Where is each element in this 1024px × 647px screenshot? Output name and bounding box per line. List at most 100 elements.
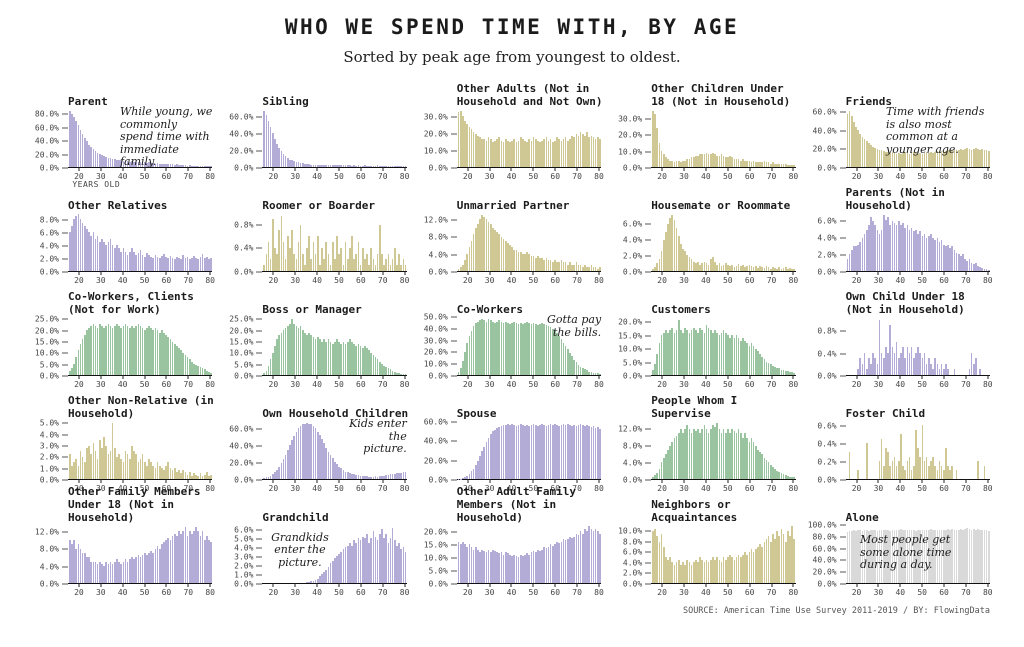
chart-cell: Other Adult Family Members (Not in House… xyxy=(423,485,604,598)
x-axis-tick-mark xyxy=(510,375,512,379)
y-axis-tick-label: 5.0% xyxy=(234,534,263,543)
x-axis: 20 30 40 50 60 70 80 xyxy=(846,479,993,494)
bar xyxy=(951,529,954,583)
bar xyxy=(86,557,88,583)
bar xyxy=(477,549,479,583)
bar xyxy=(479,320,481,375)
bar xyxy=(286,157,289,167)
x-axis-tick-label: 60 xyxy=(744,588,755,597)
y-axis-tick-mark xyxy=(645,167,652,169)
y-axis-tick-mark xyxy=(450,254,457,256)
bar xyxy=(791,476,793,479)
bar xyxy=(912,465,915,479)
bar xyxy=(90,235,93,271)
bar xyxy=(930,363,932,375)
bar xyxy=(684,429,686,479)
bar xyxy=(329,454,332,479)
bar xyxy=(554,140,556,167)
bar xyxy=(545,137,548,167)
bar xyxy=(342,469,345,479)
bar xyxy=(502,238,505,271)
bar xyxy=(383,475,385,479)
bar xyxy=(464,260,466,271)
bar xyxy=(936,363,939,375)
x-axis-tick-label: 80 xyxy=(399,276,410,285)
x-axis-tick-label: 40 xyxy=(506,276,517,285)
bar xyxy=(366,476,368,479)
x-axis-tick-mark xyxy=(316,583,318,587)
bar xyxy=(731,557,734,583)
bar xyxy=(321,574,323,583)
bar xyxy=(107,454,110,479)
bar xyxy=(182,352,185,375)
bar xyxy=(789,536,791,583)
bar xyxy=(765,162,768,167)
bar xyxy=(932,237,934,271)
x-axis-tick-mark xyxy=(554,479,556,483)
bar xyxy=(126,325,129,375)
bar xyxy=(848,452,851,479)
bar xyxy=(398,373,400,375)
bar xyxy=(547,424,550,479)
plot-area xyxy=(262,213,407,272)
bar xyxy=(703,562,706,583)
x-axis-tick-mark xyxy=(404,375,406,379)
bar xyxy=(479,137,481,167)
bar xyxy=(293,161,295,167)
bar xyxy=(504,138,507,167)
bar xyxy=(459,266,462,271)
bar xyxy=(310,424,313,479)
bar xyxy=(945,151,947,167)
bar xyxy=(774,267,776,271)
bar xyxy=(885,152,887,167)
x-axis-tick-mark xyxy=(467,167,469,171)
bar xyxy=(404,374,407,375)
bar xyxy=(724,559,727,583)
x-axis-tick-label: 70 xyxy=(183,484,194,493)
y-axis-tick-mark xyxy=(645,479,652,481)
bar xyxy=(71,465,73,479)
bar xyxy=(975,147,977,167)
y-axis-tick-label: 4.0% xyxy=(817,234,846,243)
bar xyxy=(135,325,137,375)
bar xyxy=(391,527,394,583)
x-axis-tick-label: 20 xyxy=(851,380,862,389)
bar xyxy=(571,356,573,375)
bar xyxy=(752,551,755,583)
plot-area xyxy=(651,109,796,168)
bar xyxy=(742,554,744,583)
bar xyxy=(848,110,851,167)
x-axis-tick-label: 40 xyxy=(895,588,906,597)
bar xyxy=(682,433,684,479)
bar xyxy=(584,528,586,583)
bar xyxy=(92,323,95,375)
x-axis-tick-label: 40 xyxy=(117,276,128,285)
bar xyxy=(900,154,902,167)
bar xyxy=(923,529,926,583)
x-axis-tick-label: 80 xyxy=(982,172,993,181)
bar xyxy=(545,425,548,479)
x-axis-tick-label: 20 xyxy=(74,588,84,597)
chart-cell: Other Family Members Under 18 (Not in Ho… xyxy=(34,485,215,598)
bar xyxy=(594,427,597,479)
chart-title: Grandchild xyxy=(262,511,329,524)
bar xyxy=(908,530,911,583)
bar xyxy=(376,359,379,375)
bar xyxy=(173,165,176,167)
bar xyxy=(504,424,507,479)
bar xyxy=(79,548,82,583)
bar xyxy=(321,247,323,271)
x-axis-tick-label: 40 xyxy=(312,276,322,285)
x-axis-tick-mark xyxy=(187,375,189,379)
bar xyxy=(665,157,667,167)
x-axis-tick-label: 50 xyxy=(139,484,150,493)
bar xyxy=(404,265,407,271)
x-axis-tick-mark xyxy=(360,271,362,275)
bar xyxy=(368,476,370,479)
x-axis-tick-mark xyxy=(554,271,556,275)
bar xyxy=(357,538,360,583)
bar xyxy=(857,529,859,583)
bar xyxy=(370,352,373,375)
bar xyxy=(304,163,306,167)
bar xyxy=(462,115,464,167)
